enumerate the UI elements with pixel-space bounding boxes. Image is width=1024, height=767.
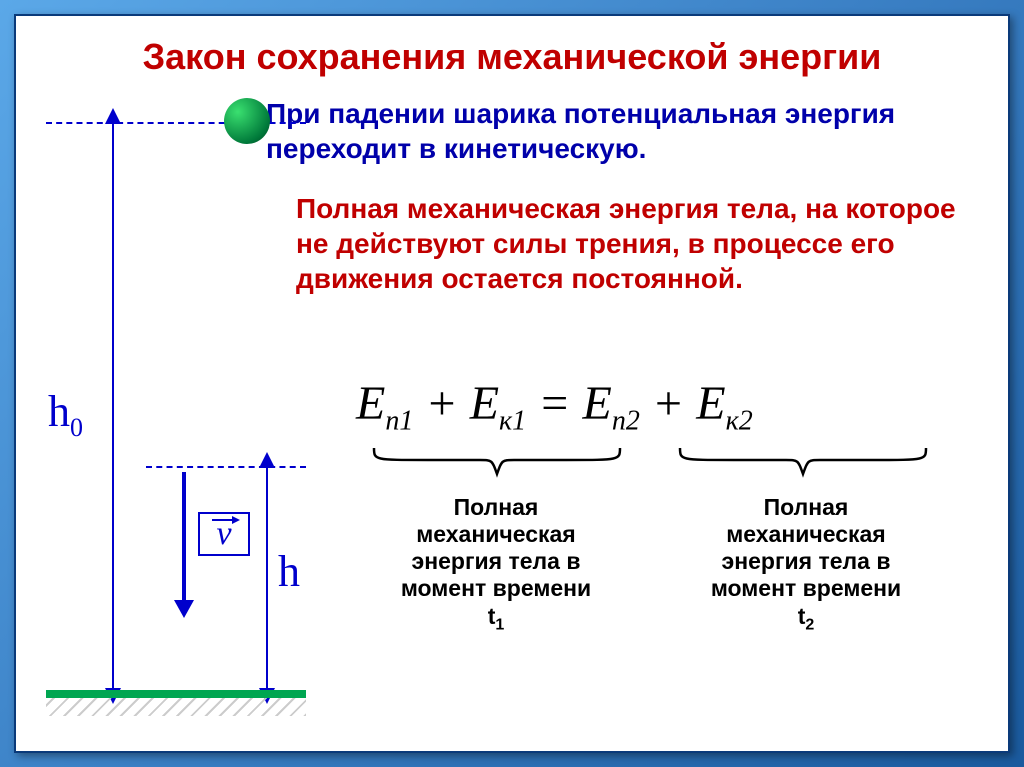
height-h-arrow	[266, 466, 268, 690]
falling-ball-diagram: h0 h v	[46, 96, 306, 716]
dashed-line-mid	[146, 466, 306, 468]
slide-frame: Закон сохранения механической энергии Пр…	[0, 0, 1024, 767]
eq-term-ek2: Eк2	[696, 377, 752, 430]
description-law: Полная механическая энергия тела, на кот…	[296, 191, 978, 296]
slide-title: Закон сохранения механической энергии	[16, 36, 1008, 78]
eq-term-ep1: Eп1	[356, 377, 413, 430]
brace-label-t2: Полная механическая энергия тела в момен…	[666, 494, 946, 635]
eq-term-ek1: Eк1	[470, 377, 526, 430]
vector-arrow-icon	[212, 512, 240, 526]
ground-hatch	[46, 698, 306, 716]
height-h0-arrow	[112, 122, 114, 690]
brace-label-t1: Полная механическая энергия тела в момен…	[356, 494, 636, 635]
velocity-arrow	[182, 472, 186, 602]
height-h0-label: h0	[48, 386, 83, 443]
conservation-equation: Eп1 + Eк1 = Eп2 + Eк2	[356, 376, 753, 438]
ground	[46, 690, 306, 716]
height-h-label: h	[278, 546, 300, 597]
brace-right	[674, 444, 932, 482]
slide-inner: Закон сохранения механической энергии Пр…	[14, 14, 1010, 753]
ground-line	[46, 690, 306, 698]
ball-icon	[224, 98, 270, 144]
description-primary: При падении шарика потенциальная энергия…	[266, 96, 978, 166]
eq-term-ep2: Eп2	[583, 377, 640, 430]
velocity-label: v	[198, 512, 250, 556]
brace-left	[368, 444, 626, 482]
